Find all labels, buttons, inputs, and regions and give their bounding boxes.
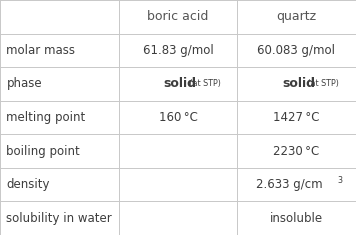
Text: density: density bbox=[6, 178, 50, 191]
Text: (at STP): (at STP) bbox=[305, 79, 339, 88]
Text: 160 °C: 160 °C bbox=[158, 111, 198, 124]
Text: solid: solid bbox=[164, 77, 197, 90]
Text: (at STP): (at STP) bbox=[187, 79, 221, 88]
Text: insoluble: insoluble bbox=[270, 212, 323, 225]
Text: solid: solid bbox=[282, 77, 315, 90]
Text: boric acid: boric acid bbox=[147, 10, 209, 23]
Text: 61.83 g/mol: 61.83 g/mol bbox=[143, 44, 213, 57]
Text: 3: 3 bbox=[337, 176, 342, 185]
Text: solubility in water: solubility in water bbox=[6, 212, 112, 225]
Text: 2.633 g/cm: 2.633 g/cm bbox=[256, 178, 323, 191]
Text: boiling point: boiling point bbox=[6, 145, 80, 158]
Text: quartz: quartz bbox=[276, 10, 316, 23]
Text: melting point: melting point bbox=[6, 111, 86, 124]
Text: 2230 °C: 2230 °C bbox=[273, 145, 319, 158]
Text: phase: phase bbox=[6, 77, 42, 90]
Text: 60.083 g/mol: 60.083 g/mol bbox=[257, 44, 335, 57]
Text: 1427 °C: 1427 °C bbox=[273, 111, 320, 124]
Text: molar mass: molar mass bbox=[6, 44, 75, 57]
